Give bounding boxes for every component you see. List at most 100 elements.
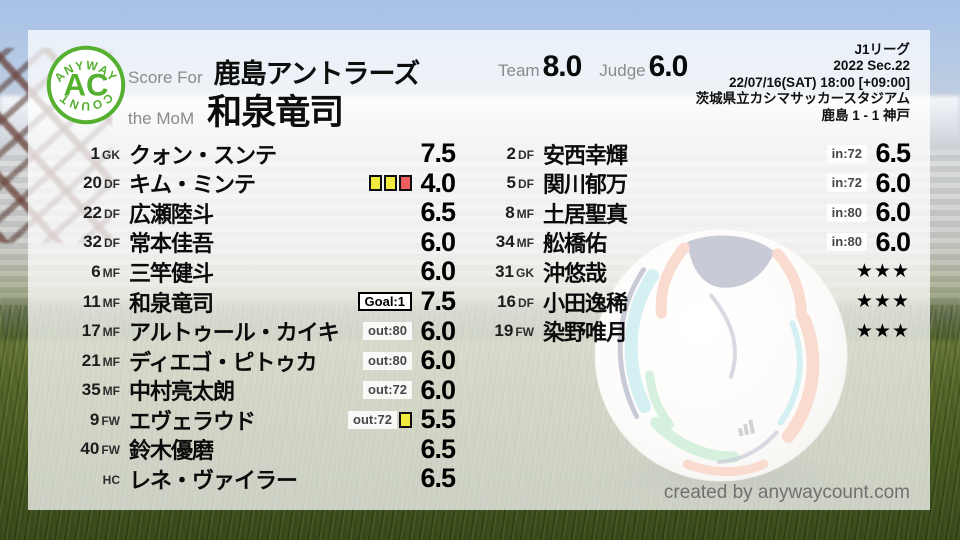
mom-label: the MoM (128, 109, 195, 128)
player-rating: 6.0 (420, 256, 456, 287)
anywaycount-logo: ANYWAY COUNT AC (46, 45, 126, 125)
player-row: 31 GK 沖悠哉 ★★★ (452, 257, 910, 287)
player-name: 土居聖真 (543, 201, 628, 227)
jersey-number: 8 (505, 202, 515, 222)
position-label: MF (516, 236, 534, 251)
overlay-panel: ANYWAY COUNT AC Score For 鹿島アントラーズ the M… (28, 30, 930, 510)
position-label: GK (102, 147, 120, 162)
position-label: MF (102, 295, 120, 310)
player-rating: 6.0 (875, 226, 911, 257)
player-badges: in:80 (826, 233, 867, 252)
player-row: 17 MF アルトゥール・カイキ out:80 6.0 (28, 315, 456, 346)
player-name: 和泉竜司 (129, 290, 214, 316)
jersey-number: 2 (506, 143, 516, 163)
player-badges: Goal:1 (357, 292, 412, 311)
jersey-number: 21 (81, 350, 101, 370)
substitution-badge: out:80 (363, 351, 412, 370)
starters-column: 1 GK クォン・スンテ 7.5 20 DF キム・ミンテ 4.0 22 DF 広瀬陸… (28, 138, 456, 494)
player-row: 16 DF 小田逸稀 ★★★ (452, 287, 910, 317)
player-number-position: 2 DF (452, 144, 534, 164)
stadium-name: 茨城県立カシマサッカースタジアム (695, 91, 910, 107)
player-number-position: 35 MF (28, 380, 120, 400)
jersey-number: 34 (495, 232, 515, 252)
position-label: MF (102, 265, 120, 280)
player-badges: out:72 (348, 410, 412, 429)
jersey-number: 9 (89, 409, 100, 429)
player-number-position: 19 FW (452, 321, 534, 341)
player-rating: 4.0 (420, 167, 456, 198)
substitution-badge: in:80 (826, 203, 867, 222)
jersey-number: 19 (494, 321, 514, 341)
player-name: 鈴木優磨 (129, 438, 214, 464)
substitution-badge: in:80 (826, 233, 867, 252)
yellow-card-icon (369, 175, 382, 192)
player-rating: 6.5 (420, 433, 456, 464)
player-name: 広瀬陸斗 (129, 201, 214, 227)
position-label: DF (518, 147, 534, 162)
player-rating: 7.5 (420, 138, 456, 169)
player-name: クォン・スンテ (129, 142, 277, 168)
player-name: 常本佳吾 (129, 231, 214, 257)
player-number-position: 16 DF (452, 292, 534, 312)
judge-score-value: 6.0 (648, 50, 689, 83)
player-name: 三竿健斗 (129, 260, 214, 286)
jersey-number: 35 (81, 380, 101, 400)
jersey-number: 17 (81, 321, 101, 341)
player-name: 関川郁万 (543, 172, 628, 198)
jersey-number: 5 (506, 173, 516, 193)
player-badges: in:72 (826, 174, 867, 193)
score-for-line: Score For 鹿島アントラーズ (128, 52, 421, 91)
substitution-badge: out:72 (363, 381, 412, 400)
player-number-position: 21 MF (28, 351, 120, 371)
player-row: 22 DF 広瀬陸斗 6.5 (28, 197, 456, 228)
substitution-badge: out:72 (348, 410, 397, 429)
jersey-number: 11 (82, 291, 101, 311)
season-section: 2022 Sec.22 (833, 58, 910, 74)
player-name: レネ・ヴァイラー (129, 467, 298, 493)
player-rating: 6.0 (875, 197, 911, 228)
position-label: DF (104, 206, 120, 221)
player-rating: 6.5 (875, 138, 911, 169)
player-number-position: 9 FW (28, 410, 120, 430)
player-number-position: 40 FW (28, 439, 120, 459)
substitution-badge: in:72 (826, 174, 867, 193)
yellow-card-icon (384, 175, 397, 192)
player-rating: ★★★ (855, 261, 910, 283)
player-rating: ★★★ (855, 320, 910, 342)
player-number-position: 11 MF (28, 292, 120, 312)
player-number-position: 22 DF (28, 203, 120, 223)
yellow-card-icon (399, 411, 412, 428)
position-label: DF (104, 236, 120, 251)
judge-score-label: Judge (599, 61, 646, 80)
jersey-number: 40 (80, 439, 100, 459)
player-rating: 6.0 (420, 226, 456, 257)
player-badges: in:72 (826, 144, 867, 163)
player-rating: 5.5 (420, 404, 456, 435)
logo-center-text: AC (63, 67, 108, 102)
player-rating: ★★★ (855, 291, 910, 312)
player-row: 19 FW 染野唯月 ★★★ (452, 316, 910, 346)
player-row: 6 MF 三竿健斗 6.0 (28, 256, 456, 287)
team-name: 鹿島アントラーズ (213, 59, 421, 89)
player-name: ディエゴ・ピトゥカ (129, 349, 317, 375)
team-score-label: Team (498, 61, 540, 80)
position-label: FW (101, 443, 120, 458)
position-label: DF (518, 177, 534, 192)
player-rating: 6.0 (875, 167, 911, 198)
player-row: 40 FW 鈴木優磨 6.5 (28, 433, 456, 464)
match-info: J1リーグ 2022 Sec.22 22/07/16(SAT) 18:00 [+… (696, 42, 910, 124)
player-name: 中村亮太朗 (129, 379, 235, 405)
player-rating: 6.0 (420, 315, 456, 346)
position-label: DF (518, 295, 534, 310)
player-number-position: 20 DF (28, 173, 120, 193)
substitution-badge: in:72 (826, 144, 867, 163)
position-label: MF (102, 384, 120, 399)
player-rating: 6.5 (420, 463, 456, 494)
player-rating: 6.0 (420, 374, 456, 405)
player-row: 1 GK クォン・スンテ 7.5 (28, 138, 456, 169)
team-judge-scores: Team 8.0 Judge 6.0 (498, 50, 689, 84)
player-number-position: 5 DF (452, 173, 534, 193)
player-number-position: 17 MF (28, 321, 120, 341)
jersey-number: 1 (90, 143, 100, 163)
